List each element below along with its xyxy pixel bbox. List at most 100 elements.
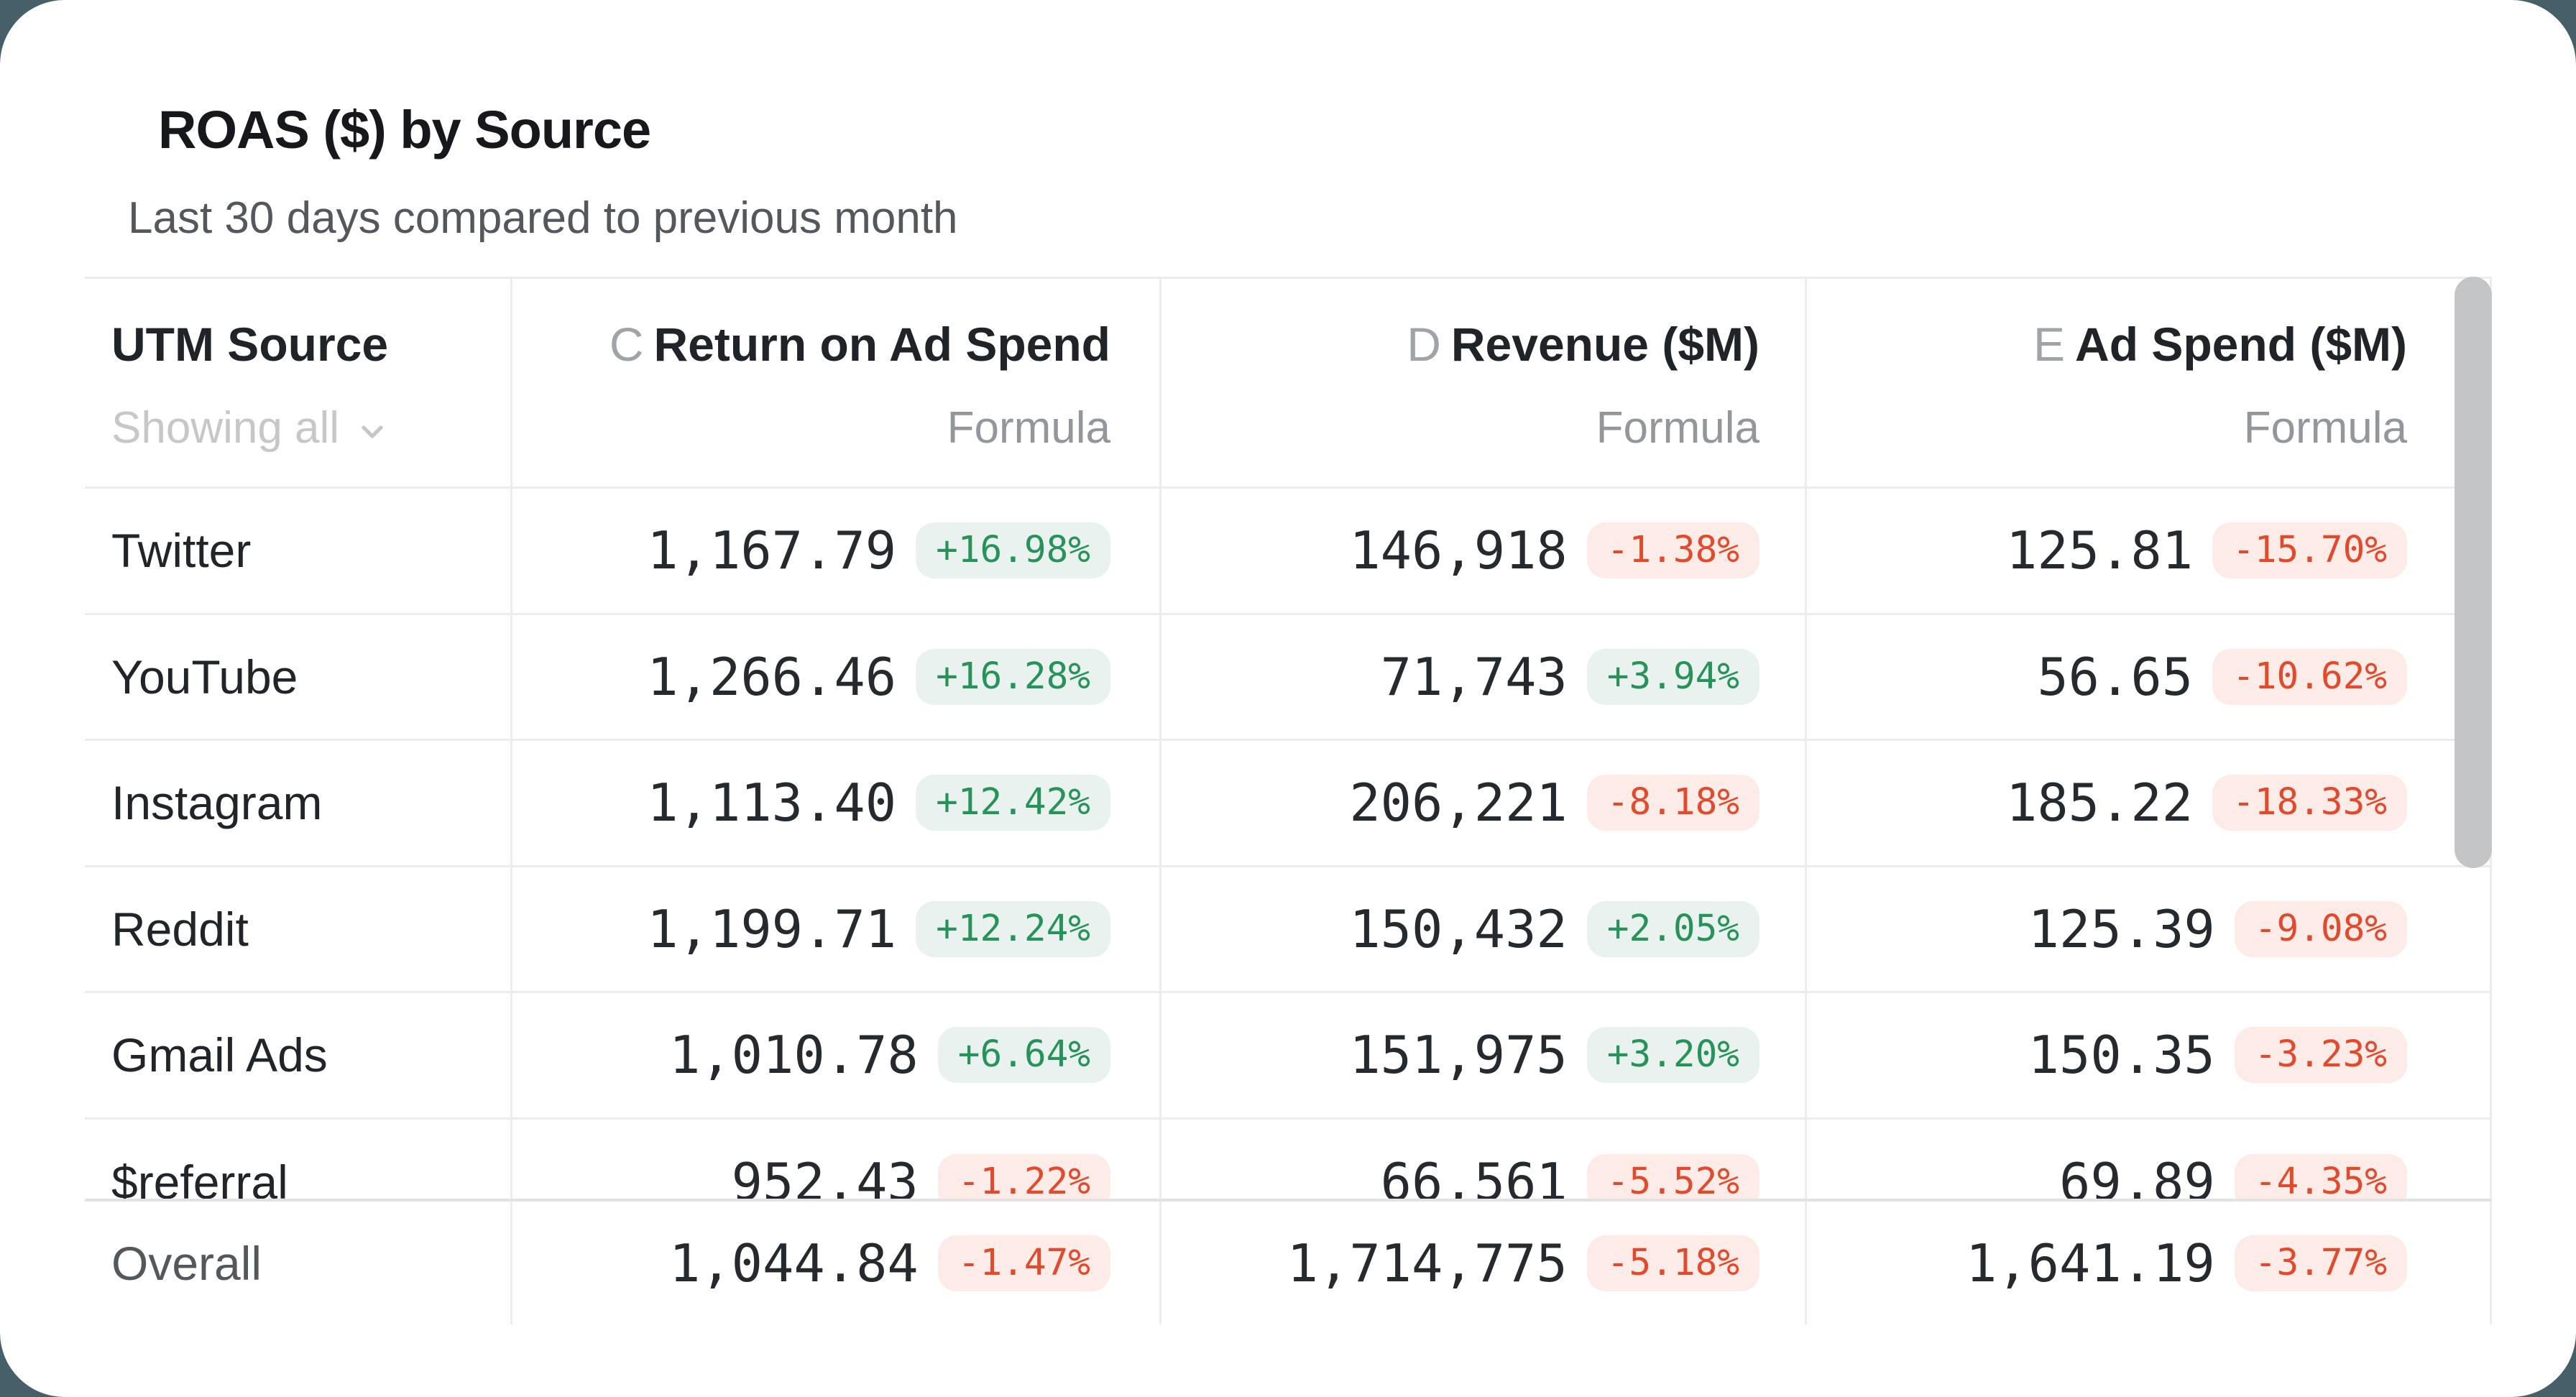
row-source: Gmail Ads [111,1028,328,1082]
metric-value: 1,010.78 [668,1025,919,1086]
metric-value: 185.22 [2005,773,2194,834]
metric-cell: 69.89 -4.35% [1805,1119,2492,1199]
delta-badge: -4.35% [2234,1154,2407,1199]
utm-source-header-label: UTM Source [111,318,389,371]
table-row: Reddit 1,199.71 +12.24% 150,432 +2.05% 1… [85,867,2492,993]
metric-cell: 125.81 -15.70% [1805,489,2492,613]
table-row: Gmail Ads 1,010.78 +6.64% 151,975 +3.20%… [85,993,2492,1120]
row-source: YouTube [111,650,298,704]
metric-value: 151,975 [1349,1025,1568,1086]
delta-badge: -15.70% [2212,522,2407,579]
column-letter-e: E [2033,318,2066,371]
metric-cell: 66,561 -5.52% [1159,1119,1805,1199]
delta-badge: -10.62% [2212,648,2407,705]
delta-badge: -18.33% [2212,775,2407,831]
footer-label: Overall [111,1236,262,1290]
page-title: ROAS ($) by Source [158,100,651,160]
column-header-return-on-ad-spend[interactable]: C Return on Ad Spend Formula [510,279,1159,487]
column-letter-c: C [609,318,644,371]
delta-badge: +12.24% [916,900,1110,957]
row-source: Instagram [111,776,323,830]
delta-badge: +16.28% [916,648,1110,705]
footer-metric: 1,641.19 -3.77% [1805,1202,2492,1324]
metric-value: 1,167.79 [647,520,897,581]
metric-value: 1,113.40 [647,773,897,834]
column-type-formula-e[interactable]: Formula [2243,403,2407,453]
delta-badge: +16.98% [916,522,1110,579]
delta-badge: +2.05% [1586,900,1760,957]
metric-cell: 146,918 -1.38% [1159,489,1805,613]
metric-cell: 1,010.78 +6.64% [510,993,1159,1117]
metric-cell: 125.39 -9.08% [1805,867,2492,991]
delta-badge: -3.77% [2234,1235,2407,1291]
delta-badge: -1.22% [937,1154,1110,1199]
metric-cell: 952.43 -1.22% [510,1119,1159,1199]
metric-cell: 1,266.46 +16.28% [510,614,1159,739]
column-header-utm-source: UTM Source Showing all [85,279,510,487]
metric-value: 1,199.71 [647,898,897,959]
table-footer-row: Overall 1,044.84 -1.47% 1,714,775 -5.18%… [85,1199,2492,1324]
metric-cell: 1,167.79 +16.98% [510,489,1159,613]
utm-filter-dropdown[interactable]: Showing all [111,405,390,452]
column-header-revenue[interactable]: D Revenue ($M) Formula [1159,279,1805,487]
metric-value: 150.35 [2028,1025,2215,1086]
metric-cell: 1,113.40 +12.42% [510,741,1159,865]
roas-table: UTM Source Showing all C Return on Ad Spe… [85,277,2492,1324]
delta-badge: -1.47% [937,1235,1110,1291]
delta-badge: +6.64% [937,1027,1110,1084]
metric-value: 952.43 [731,1152,919,1199]
delta-badge: -1.38% [1586,522,1760,579]
metric-value: 146,918 [1349,520,1568,581]
metric-value: 1,266.46 [647,646,897,707]
metric-value: 66,561 [1380,1152,1568,1199]
delta-badge: -8.18% [1586,775,1760,831]
row-source: Twitter [111,524,252,578]
table-row: YouTube 1,266.46 +16.28% 71,743 +3.94% 5… [85,614,2492,741]
delta-badge: -5.18% [1586,1235,1760,1291]
delta-badge: -3.23% [2234,1027,2407,1084]
footer-metric-value: 1,044.84 [668,1232,919,1294]
metric-cell: 185.22 -18.33% [1805,741,2492,865]
row-source: $referral [111,1156,288,1199]
table-row: Instagram 1,113.40 +12.42% 206,221 -8.18… [85,741,2492,867]
column-letter-d: D [1407,318,1441,371]
metric-value: 69.89 [2059,1152,2215,1199]
delta-badge: +12.42% [916,775,1110,831]
footer-metric: 1,714,775 -5.18% [1159,1202,1805,1324]
column-type-formula-d[interactable]: Formula [1596,403,1760,453]
metric-value: 206,221 [1349,773,1568,834]
footer-metric-value: 1,714,775 [1287,1232,1568,1294]
column-type-formula-c[interactable]: Formula [947,403,1110,453]
metric-cell: 56.65 -10.62% [1805,614,2492,739]
metric-cell: 150.35 -3.23% [1805,993,2492,1117]
scrollbar-thumb[interactable] [2455,277,2492,868]
metric-value: 125.81 [2005,520,2194,581]
metric-cell: 151,975 +3.20% [1159,993,1805,1117]
chevron-down-icon [362,425,383,438]
metric-value: 56.65 [2037,646,2194,707]
utm-filter-label: Showing all [111,403,340,453]
delta-badge: +3.20% [1586,1027,1760,1084]
metric-value: 150,432 [1349,898,1568,959]
page-subtitle: Last 30 days compared to previous month [128,193,958,243]
column-label-roas: Return on Ad Spend [653,318,1110,371]
metric-cell: 150,432 +2.05% [1159,867,1805,991]
table-row: $referral 952.43 -1.22% 66,561 -5.52% 69… [85,1119,2492,1199]
metric-value: 71,743 [1380,646,1568,707]
delta-badge: +3.94% [1586,648,1760,705]
footer-metric-value: 1,641.19 [1965,1232,2215,1294]
footer-metric: 1,044.84 -1.47% [510,1202,1159,1324]
table-row: Twitter 1,167.79 +16.98% 146,918 -1.38% … [85,489,2492,615]
delta-badge: -5.52% [1586,1154,1760,1199]
metric-value: 125.39 [2028,898,2215,959]
table-header-row: UTM Source Showing all C Return on Ad Spe… [85,277,2492,489]
row-source: Reddit [111,902,249,956]
column-header-ad-spend[interactable]: E Ad Spend ($M) Formula [1805,279,2492,487]
metric-cell: 206,221 -8.18% [1159,741,1805,865]
column-label-ad-spend: Ad Spend ($M) [2075,318,2407,371]
metric-cell: 1,199.71 +12.24% [510,867,1159,991]
delta-badge: -9.08% [2234,900,2407,957]
table-body[interactable]: Twitter 1,167.79 +16.98% 146,918 -1.38% … [85,489,2492,1199]
metric-cell: 71,743 +3.94% [1159,614,1805,739]
